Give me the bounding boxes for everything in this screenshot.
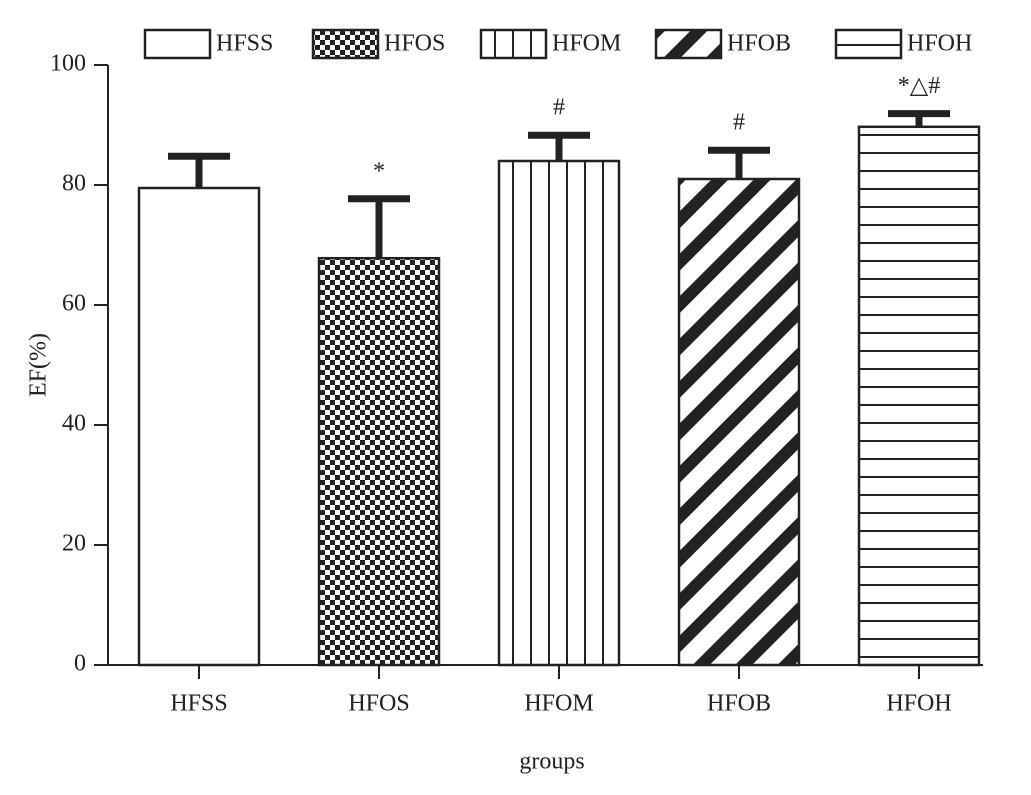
legend-swatch (654, 28, 723, 60)
annotation: # (733, 110, 745, 136)
x-tick-label: HFOM (524, 691, 593, 717)
x-axis-label: groups (519, 749, 584, 775)
y-tick-label: 100 (50, 51, 86, 77)
x-tick-label: HFOS (348, 691, 409, 717)
legend-label: HFOS (384, 31, 445, 57)
y-tick-label: 80 (62, 171, 86, 197)
x-tick-label: HFOB (707, 691, 771, 717)
legend-swatch (143, 28, 212, 60)
y-axis-label: EF(%) (26, 333, 52, 397)
y-tick-label: 60 (62, 291, 86, 317)
x-tick-label: HFOH (886, 691, 951, 717)
legend-swatch (311, 28, 380, 60)
legend-label: HFOB (727, 31, 791, 57)
legend-swatch (479, 28, 548, 60)
y-tick-label: 20 (62, 531, 86, 557)
legend-label: HFOH (907, 31, 972, 57)
legend-label: HFOM (552, 31, 621, 57)
legend-swatch (834, 28, 903, 60)
x-tick-label: HFSS (170, 691, 227, 717)
bar (677, 177, 801, 667)
y-tick-label: 0 (74, 651, 86, 677)
y-tick-label: 40 (62, 411, 86, 437)
bar (497, 159, 621, 667)
bar (137, 186, 261, 667)
bar (857, 125, 981, 667)
annotation: * (373, 158, 385, 184)
annotation: # (553, 95, 565, 121)
annotation: *△# (898, 73, 940, 99)
bar (317, 256, 441, 667)
legend-label: HFSS (216, 31, 273, 57)
